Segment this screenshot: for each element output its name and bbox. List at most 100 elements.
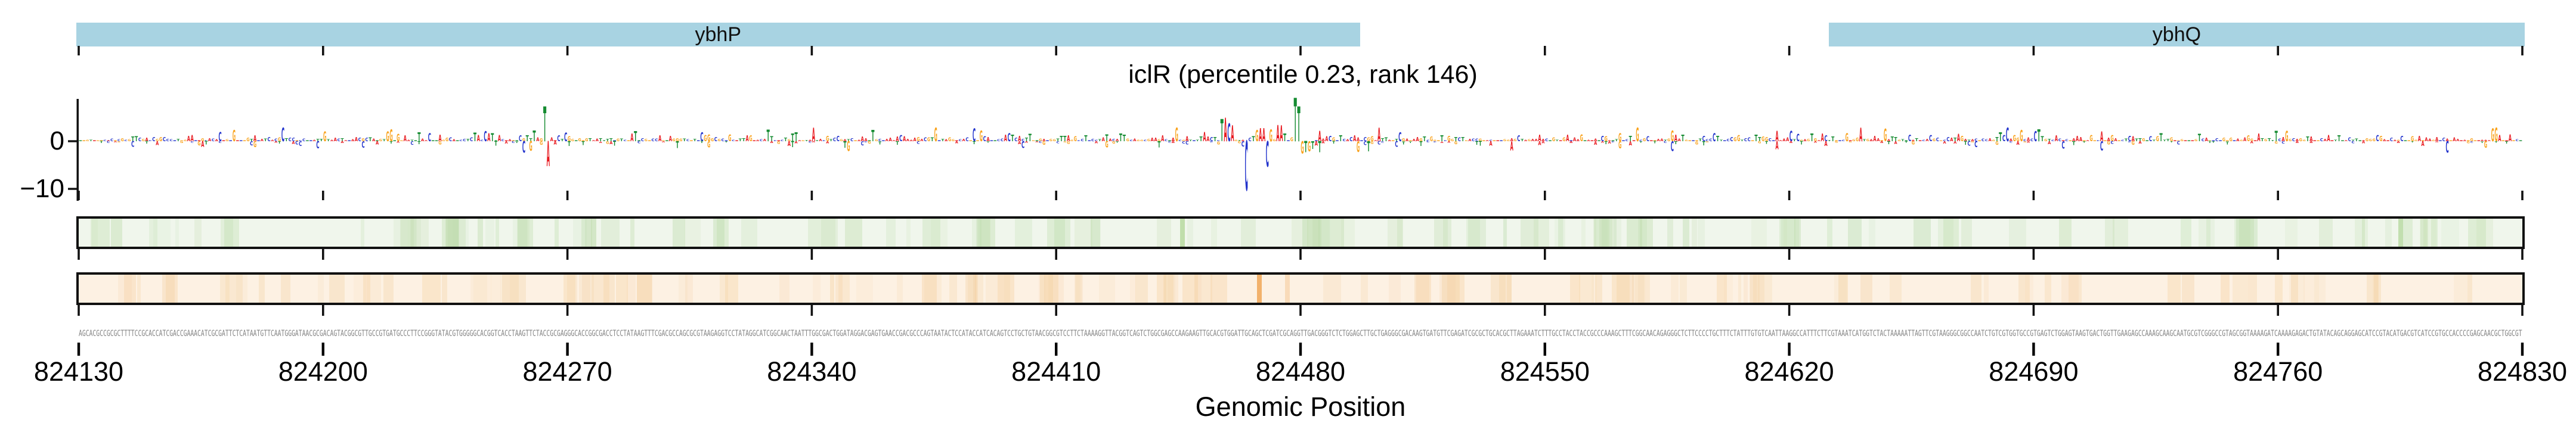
logo-letter: C bbox=[865, 141, 868, 143]
logo-letter: A bbox=[1859, 125, 1862, 146]
heatmap-band bbox=[1594, 275, 1603, 303]
logo-letter: T bbox=[1200, 135, 1203, 143]
logo-letter: C bbox=[124, 139, 128, 142]
heatmap-band bbox=[162, 275, 175, 303]
logo-letter: T bbox=[1367, 138, 1370, 155]
logo-letter: T bbox=[561, 139, 564, 142]
heatmap-band bbox=[111, 219, 123, 247]
logo-letter: T bbox=[1283, 132, 1287, 144]
x-tick-label: 824200 bbox=[278, 356, 368, 387]
logo-letter: G bbox=[386, 130, 389, 145]
logo-letter: G bbox=[673, 138, 676, 142]
logo-letter: T bbox=[205, 141, 208, 146]
logo-letter: C bbox=[1727, 139, 1730, 142]
logo-letter: A bbox=[425, 139, 429, 142]
logo-dash bbox=[937, 140, 941, 141]
logo-letter: A bbox=[508, 139, 512, 142]
x-tick-label: 824130 bbox=[33, 356, 124, 387]
logo-letter: A bbox=[2481, 139, 2484, 142]
logo-letter: C bbox=[1611, 141, 1614, 143]
logo-letter: C bbox=[292, 136, 295, 142]
logo-letter: A bbox=[1357, 137, 1360, 143]
logo-letter: A bbox=[1569, 141, 1573, 144]
gene-axis-tick bbox=[1299, 46, 1302, 55]
heatmap-band bbox=[236, 275, 248, 303]
logo-letter: C bbox=[760, 139, 763, 142]
logo-letter: A bbox=[826, 141, 829, 144]
logo-dash bbox=[1035, 140, 1039, 141]
logo-letter: C bbox=[2128, 141, 2132, 143]
logo-letter: C bbox=[1039, 141, 1042, 144]
logo-letter: A bbox=[1262, 125, 1265, 146]
logo-letter: G bbox=[540, 140, 543, 146]
logo-letter: A bbox=[1776, 139, 1779, 152]
logo-letter: A bbox=[1325, 135, 1328, 143]
logo-letter: A bbox=[1321, 138, 1325, 142]
logo-letter: T bbox=[2170, 141, 2174, 143]
logo-letter: A bbox=[1782, 138, 1785, 142]
logo-letter: A bbox=[798, 139, 802, 142]
logo-letter: G bbox=[2432, 139, 2435, 142]
heatmap-highlight bbox=[1179, 219, 1185, 247]
heatmap1-axis-tick bbox=[1055, 249, 1057, 260]
logo-letter: A bbox=[1161, 135, 1165, 144]
logo-letter: G bbox=[180, 141, 183, 144]
heatmap-band bbox=[2290, 275, 2298, 303]
logo-dash bbox=[1409, 140, 1412, 141]
logo-letter: A bbox=[487, 132, 490, 144]
heatmap2-axis-tick bbox=[810, 305, 813, 316]
logo-letter: C bbox=[1349, 136, 1352, 143]
logo-letter: T bbox=[2159, 132, 2162, 144]
logo-letter: A bbox=[1814, 141, 1818, 143]
logo-letter: T bbox=[599, 137, 602, 142]
heatmap-band bbox=[1194, 275, 1202, 303]
logo-letter: C bbox=[2058, 138, 2062, 142]
logo-letter: T bbox=[1810, 132, 1813, 144]
logo-dash bbox=[1692, 140, 1695, 141]
logo-letter: G bbox=[1140, 139, 1143, 142]
heatmap-band bbox=[1442, 219, 1448, 247]
logo-letter: T bbox=[1887, 141, 1891, 145]
heatmap-band bbox=[1558, 219, 1563, 247]
logo-letter: G bbox=[826, 134, 829, 143]
heatmap-band bbox=[394, 219, 409, 247]
logo-letter: C bbox=[1395, 140, 1398, 149]
logo-letter: C bbox=[428, 132, 431, 144]
heatmap2-axis-tick bbox=[566, 305, 569, 316]
logo-letter: A bbox=[1541, 141, 1544, 145]
logo-dash bbox=[1315, 140, 1318, 141]
logo-letter: A bbox=[1241, 139, 1245, 142]
logo-letter: A bbox=[2100, 129, 2103, 145]
logo-letter: A bbox=[421, 138, 424, 142]
logo-letter: C bbox=[637, 141, 641, 144]
x-tick-label: 824760 bbox=[2233, 356, 2323, 387]
gene-axis-tick bbox=[2521, 46, 2524, 55]
heatmap-band bbox=[1631, 275, 1650, 303]
heatmap-band bbox=[1860, 275, 1873, 303]
logo-letter: T bbox=[1318, 138, 1321, 156]
logo-letter: C bbox=[1974, 139, 1977, 142]
logo-letter: C bbox=[773, 139, 776, 142]
heatmap-band bbox=[1555, 219, 1563, 247]
logo-letter: C bbox=[1824, 135, 1827, 144]
logo-letter: A bbox=[1486, 139, 1490, 142]
logo-letter: A bbox=[1894, 141, 1898, 145]
logo-dash bbox=[2404, 140, 2407, 141]
logo-letter: G bbox=[184, 139, 187, 142]
logo-letter: C bbox=[1078, 139, 1080, 142]
logo-letter: T bbox=[316, 139, 319, 142]
heatmap-band bbox=[2289, 275, 2305, 303]
gene-axis-tick bbox=[810, 46, 813, 55]
logo-letter: G bbox=[1147, 139, 1150, 142]
logo-dash bbox=[2317, 140, 2320, 141]
logo-letter: G bbox=[1367, 137, 1370, 143]
heatmap-band bbox=[363, 275, 371, 303]
logo-letter: C bbox=[2215, 137, 2218, 142]
logo-letter: T bbox=[89, 139, 94, 142]
logo-letter: T bbox=[2198, 132, 2202, 144]
logo-letter: C bbox=[1364, 136, 1367, 143]
logo-letter: A bbox=[2281, 136, 2284, 143]
logo-letter: T bbox=[1409, 141, 1413, 144]
logo-letter: C bbox=[2442, 137, 2446, 142]
logo-dash bbox=[990, 140, 993, 141]
